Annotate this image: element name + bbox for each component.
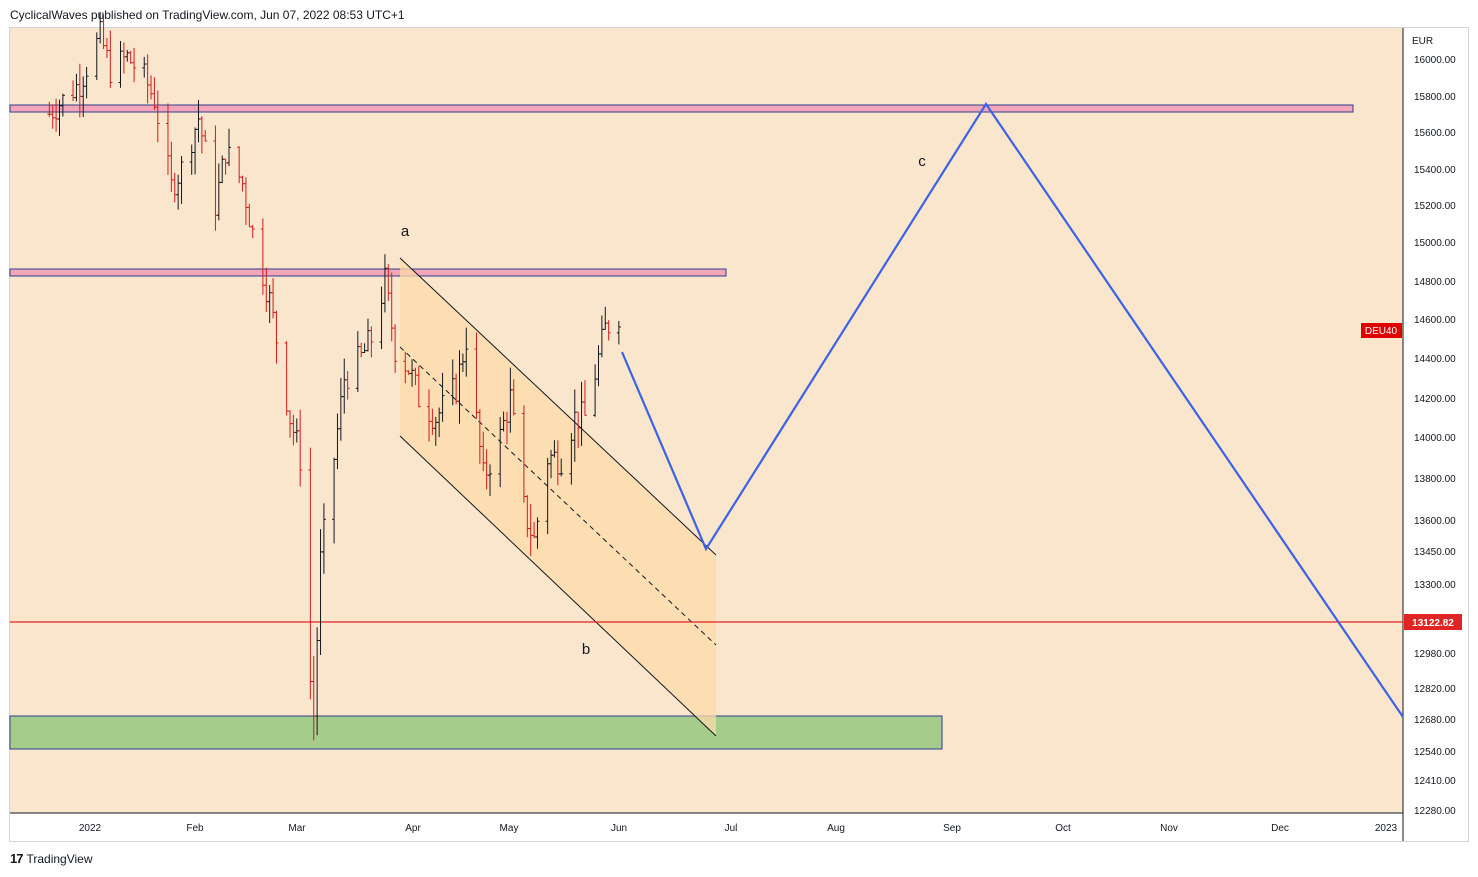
time-tick-label: Mar bbox=[288, 823, 306, 834]
price-tick-label: 12280.00 bbox=[1414, 806, 1456, 817]
price-bar bbox=[345, 370, 350, 400]
price-bar bbox=[226, 128, 231, 167]
price-tick-label: 14600.00 bbox=[1414, 315, 1456, 326]
price-tick-label: 12680.00 bbox=[1414, 715, 1456, 726]
price-bar bbox=[416, 365, 421, 408]
time-tick-label: 2022 bbox=[79, 823, 102, 834]
price-tick-label: 15000.00 bbox=[1414, 238, 1456, 249]
channel-upper-line bbox=[399, 257, 717, 556]
price-tick-label: 14800.00 bbox=[1414, 277, 1456, 288]
price-tick-label: 15400.00 bbox=[1414, 165, 1456, 176]
time-tick-label: May bbox=[500, 823, 519, 834]
price-bar bbox=[582, 380, 587, 416]
publish-info: CyclicalWaves published on TradingView.c… bbox=[10, 8, 405, 22]
price-bar bbox=[298, 409, 303, 487]
price-bar bbox=[559, 458, 564, 477]
brand-name: TradingView bbox=[26, 851, 93, 866]
price-bar bbox=[393, 324, 398, 373]
price-bar bbox=[155, 90, 160, 143]
currency-label: EUR bbox=[1412, 36, 1433, 47]
time-tick-label: Jul bbox=[725, 823, 738, 834]
time-axis-ticks: 2022 Feb Mar Apr May Jun Jul Aug Sep Oct Nov Dec 202… bbox=[79, 823, 1398, 834]
price-bar bbox=[179, 156, 184, 204]
last-price-badge bbox=[1404, 614, 1462, 630]
price-tick-label: 14200.00 bbox=[1414, 394, 1456, 405]
price-bar bbox=[488, 464, 493, 496]
price-bar bbox=[60, 93, 65, 117]
price-tick-label: 12820.00 bbox=[1414, 684, 1456, 695]
chart-frame bbox=[9, 27, 1469, 842]
price-bar bbox=[616, 320, 621, 345]
channel-lower-line bbox=[399, 435, 717, 737]
time-tick-label: Oct bbox=[1055, 823, 1071, 834]
time-tick-label: Jun bbox=[611, 823, 627, 834]
last-price-badge-label: 13122.82 bbox=[1412, 618, 1454, 629]
price-tick-label: 15800.00 bbox=[1414, 92, 1456, 103]
tradingview-logo-icon: 17 bbox=[10, 851, 24, 866]
resistance-zone-upper bbox=[9, 104, 1354, 113]
wave-label-c: c bbox=[918, 153, 926, 170]
wave-projection-line bbox=[620, 101, 1404, 718]
price-tick-label: 13300.00 bbox=[1414, 580, 1456, 591]
price-tick-label: 12980.00 bbox=[1414, 649, 1456, 660]
price-bar bbox=[511, 379, 516, 416]
price-bar bbox=[321, 503, 326, 574]
price-bar bbox=[250, 224, 255, 239]
price-bars bbox=[47, 11, 621, 741]
price-axis-ticks: 16000.00 15800.00 15600.00 15400.00 15200.00… bbox=[1414, 55, 1456, 817]
price-tick-label: 16000.00 bbox=[1414, 55, 1456, 66]
price-bar bbox=[108, 30, 113, 88]
symbol-badge bbox=[1361, 323, 1402, 338]
wave-label-b: b bbox=[582, 641, 590, 658]
price-bar bbox=[203, 130, 208, 142]
support-zone bbox=[9, 715, 943, 750]
channel-fill bbox=[400, 258, 716, 736]
price-bar bbox=[132, 47, 137, 83]
price-tick-label: 12540.00 bbox=[1414, 747, 1456, 758]
resistance-zone-lower bbox=[9, 268, 727, 277]
price-bar bbox=[464, 327, 469, 377]
price-bar bbox=[535, 517, 540, 549]
price-bar bbox=[274, 310, 279, 364]
time-tick-label: Dec bbox=[1271, 823, 1289, 834]
price-tick-label: 14000.00 bbox=[1414, 433, 1456, 444]
symbol-badge-label: DEU40 bbox=[1365, 326, 1398, 337]
price-bar bbox=[84, 66, 89, 99]
price-tick-label: 14400.00 bbox=[1414, 354, 1456, 365]
time-tick-label: Feb bbox=[186, 823, 204, 834]
price-tick-label: 15200.00 bbox=[1414, 201, 1456, 212]
time-tick-label: Apr bbox=[405, 823, 421, 834]
time-tick-label: Aug bbox=[827, 823, 845, 834]
wave-label-a: a bbox=[401, 223, 410, 240]
price-tick-label: 13800.00 bbox=[1414, 474, 1456, 485]
brand-footer: 17 TradingView bbox=[10, 851, 93, 866]
price-bar bbox=[440, 372, 445, 422]
price-tick-label: 13600.00 bbox=[1414, 516, 1456, 527]
time-tick-label: Nov bbox=[1160, 823, 1178, 834]
time-tick-label: Sep bbox=[943, 823, 961, 834]
price-tick-label: 15600.00 bbox=[1414, 128, 1456, 139]
price-tick-label: 12410.00 bbox=[1414, 776, 1456, 787]
price-tick-label: 13450.00 bbox=[1414, 547, 1456, 558]
price-bar bbox=[369, 326, 374, 358]
price-bar bbox=[606, 320, 611, 341]
time-tick-label: 2023 bbox=[1375, 823, 1398, 834]
